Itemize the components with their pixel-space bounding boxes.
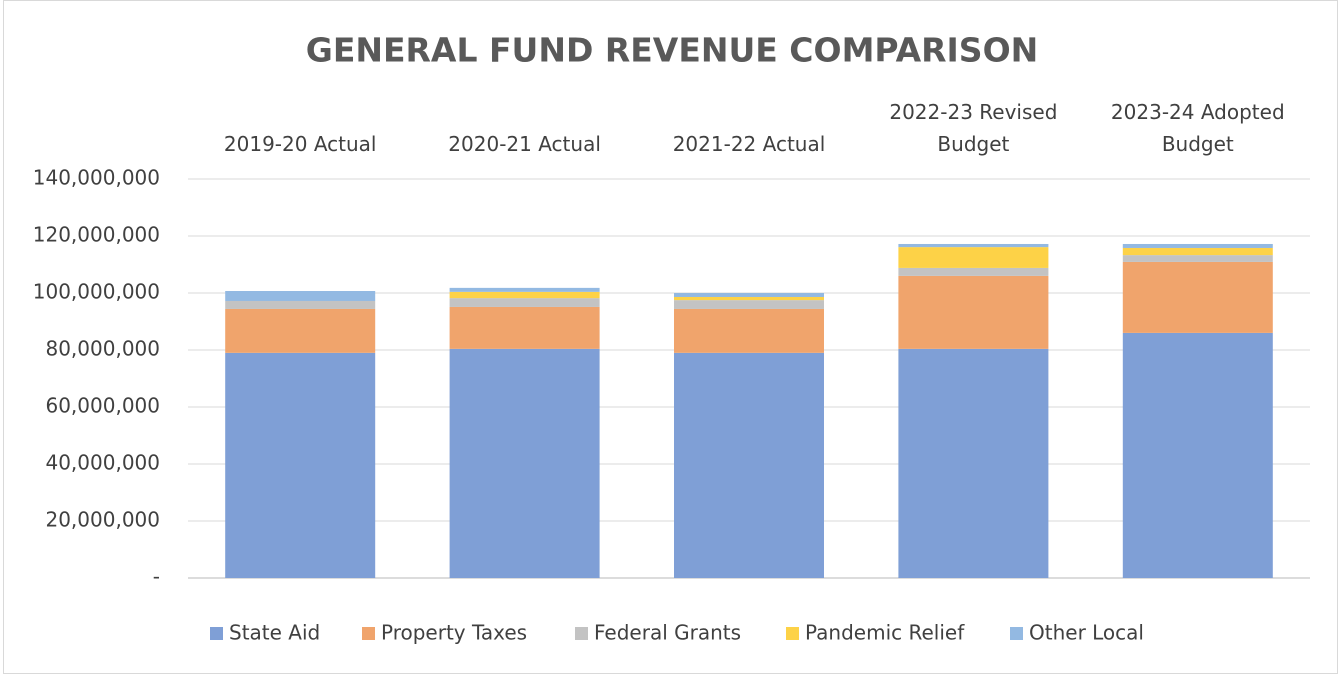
bar-segment xyxy=(449,291,600,299)
category-label: 2023-24 Adopted Budget xyxy=(1110,100,1285,156)
bar-segment xyxy=(225,291,376,301)
bar-segment xyxy=(898,275,1049,349)
bar-segment xyxy=(1122,243,1273,248)
bar-segment xyxy=(898,348,1049,578)
bar-segment xyxy=(449,306,600,349)
y-tick-label: 120,000,000 xyxy=(33,223,160,247)
legend-swatch xyxy=(210,627,223,640)
bar-segment xyxy=(674,300,824,309)
y-tick-label: 80,000,000 xyxy=(45,337,160,361)
legend-swatch xyxy=(1010,627,1023,640)
legend-label: Property Taxes xyxy=(381,621,527,645)
category-label: 2021-22 Actual xyxy=(672,132,826,156)
legend-label: Pandemic Relief xyxy=(805,621,965,645)
bar-segment xyxy=(674,293,824,297)
bar-segment xyxy=(898,247,1049,268)
legend-label: State Aid xyxy=(229,621,320,645)
bar-segment xyxy=(1122,261,1273,333)
legend-swatch xyxy=(786,627,799,640)
category-label: 2019-20 Actual xyxy=(223,132,377,156)
bar-segment xyxy=(674,308,824,353)
category-label: 2022-23 Revised Budget xyxy=(889,100,1058,156)
bar-segment xyxy=(898,267,1049,276)
bar-segment xyxy=(225,300,376,309)
y-tick-label: 100,000,000 xyxy=(33,280,160,304)
bar-segment xyxy=(225,352,376,578)
bar-segment xyxy=(449,348,600,578)
legend-swatch xyxy=(575,627,588,640)
bar-segment xyxy=(1122,247,1273,256)
y-tick-label: 40,000,000 xyxy=(45,451,160,475)
y-tick-label: - xyxy=(153,565,160,589)
bar-segment xyxy=(674,296,824,301)
legend-label: Federal Grants xyxy=(594,621,741,645)
bar-segment xyxy=(674,352,824,578)
bar-segment xyxy=(898,243,1049,248)
bar-segment xyxy=(1122,255,1273,262)
legend-swatch xyxy=(362,627,375,640)
bar-segment xyxy=(1122,332,1273,578)
y-tick-label: 20,000,000 xyxy=(45,508,160,532)
y-tick-label: 140,000,000 xyxy=(33,166,160,190)
bar-segment xyxy=(449,287,600,292)
legend-label: Other Local xyxy=(1029,621,1144,645)
category-label: 2020-21 Actual xyxy=(448,132,601,156)
bar-segment xyxy=(225,308,376,353)
y-tick-label: 60,000,000 xyxy=(45,394,160,418)
chart-title: GENERAL FUND REVENUE COMPARISON xyxy=(306,31,1039,70)
bar-segment xyxy=(449,298,600,307)
